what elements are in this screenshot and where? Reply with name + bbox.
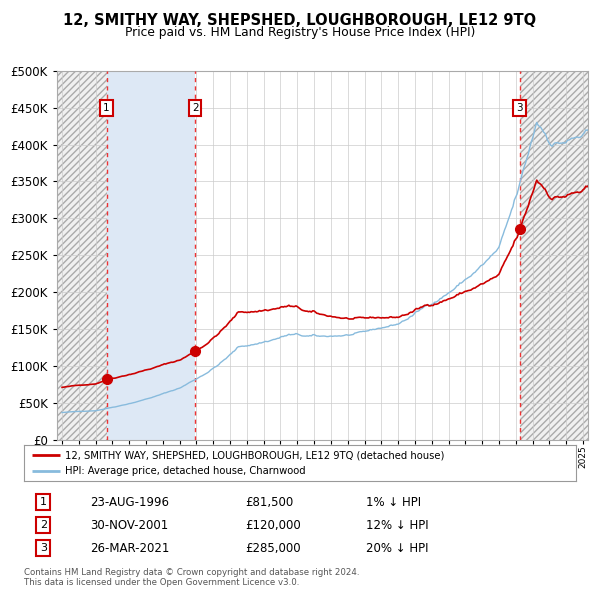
Text: 1: 1 xyxy=(103,103,110,113)
Bar xyxy=(57,71,107,440)
Text: 2: 2 xyxy=(192,103,199,113)
Text: £81,500: £81,500 xyxy=(245,496,293,509)
Text: 12, SMITHY WAY, SHEPSHED, LOUGHBOROUGH, LE12 9TQ: 12, SMITHY WAY, SHEPSHED, LOUGHBOROUGH, … xyxy=(64,13,536,28)
Text: £285,000: £285,000 xyxy=(245,542,301,555)
Text: 1: 1 xyxy=(40,497,47,507)
Text: Contains HM Land Registry data © Crown copyright and database right 2024.: Contains HM Land Registry data © Crown c… xyxy=(24,568,359,576)
Text: 23-AUG-1996: 23-AUG-1996 xyxy=(90,496,169,509)
Text: 12, SMITHY WAY, SHEPSHED, LOUGHBOROUGH, LE12 9TQ (detached house): 12, SMITHY WAY, SHEPSHED, LOUGHBOROUGH, … xyxy=(65,450,445,460)
Text: HPI: Average price, detached house, Charnwood: HPI: Average price, detached house, Char… xyxy=(65,466,306,476)
Text: 30-NOV-2001: 30-NOV-2001 xyxy=(90,519,169,532)
Text: 3: 3 xyxy=(516,103,523,113)
Text: 3: 3 xyxy=(40,543,47,553)
Text: 26-MAR-2021: 26-MAR-2021 xyxy=(90,542,170,555)
Bar xyxy=(107,71,195,440)
Text: 1% ↓ HPI: 1% ↓ HPI xyxy=(366,496,421,509)
Text: Price paid vs. HM Land Registry's House Price Index (HPI): Price paid vs. HM Land Registry's House … xyxy=(125,26,475,39)
Text: 20% ↓ HPI: 20% ↓ HPI xyxy=(366,542,429,555)
Text: This data is licensed under the Open Government Licence v3.0.: This data is licensed under the Open Gov… xyxy=(24,578,299,587)
Text: 12% ↓ HPI: 12% ↓ HPI xyxy=(366,519,429,532)
Text: £120,000: £120,000 xyxy=(245,519,301,532)
Text: 2: 2 xyxy=(40,520,47,530)
Bar xyxy=(520,71,588,440)
